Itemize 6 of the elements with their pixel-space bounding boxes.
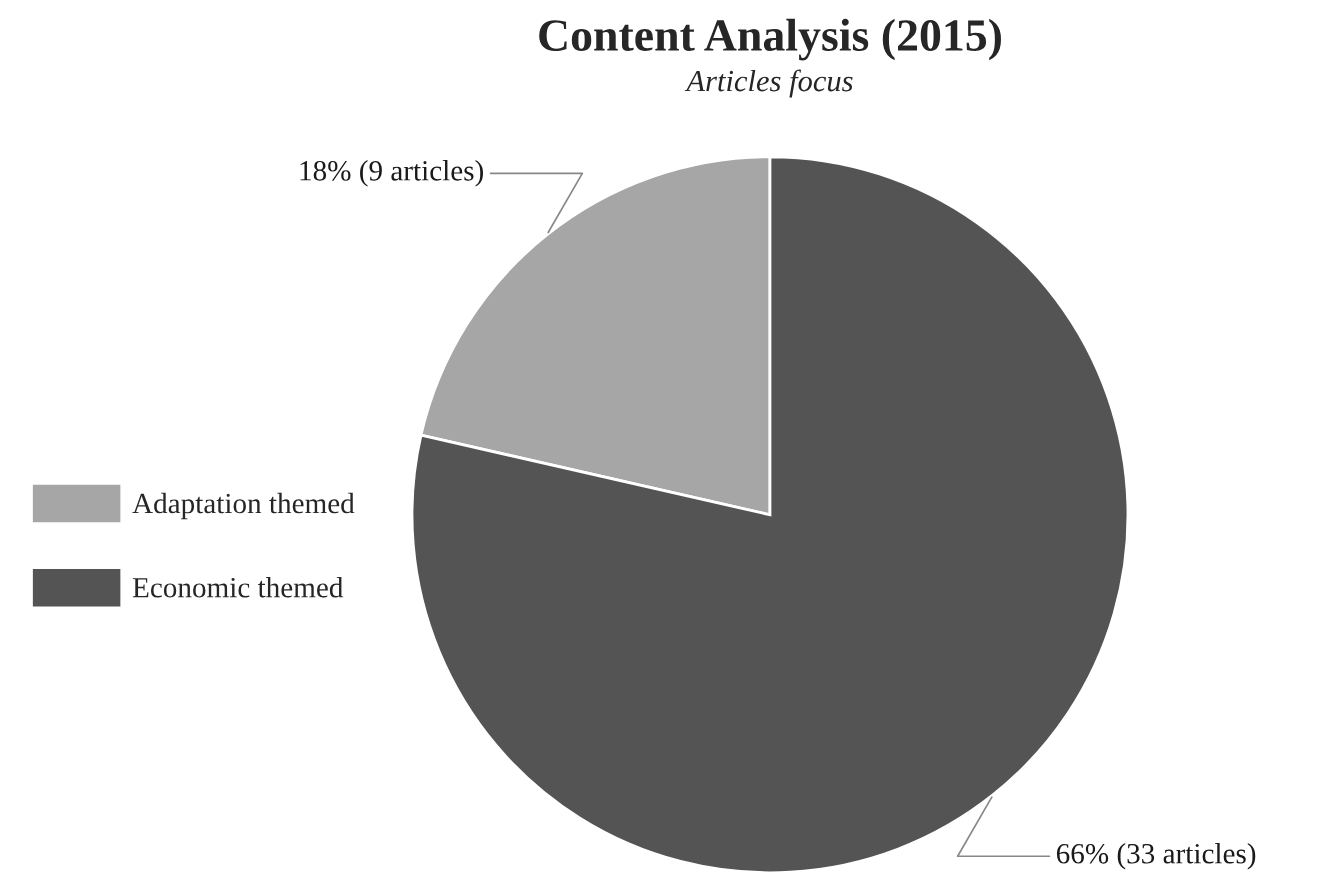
legend-label: Adaptation themed: [132, 492, 355, 520]
legend-label: Economic themed: [132, 576, 344, 598]
chart-title: Content Analysis (2015): [539, 18, 1001, 61]
data-label: 18% (9 articles): [300, 160, 484, 187]
chart-subtitle: Articles focus: [684, 69, 853, 98]
data-label: 66% (33 articles): [1056, 843, 1256, 870]
